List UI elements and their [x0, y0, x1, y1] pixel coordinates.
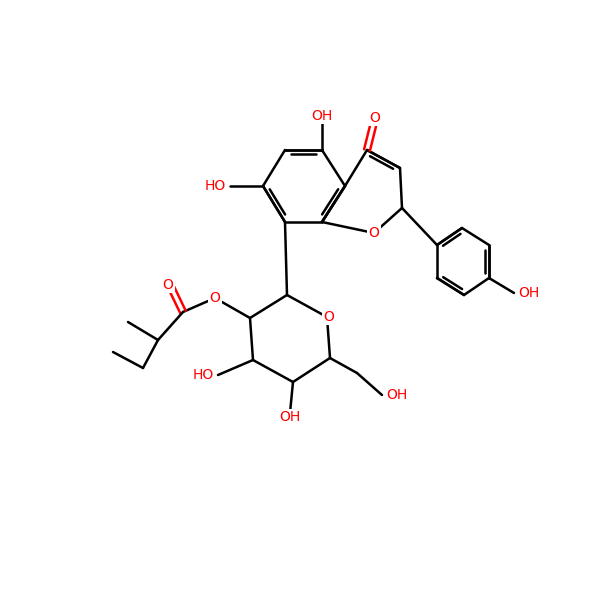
- Text: OH: OH: [280, 410, 301, 424]
- Text: O: O: [368, 226, 379, 240]
- Text: O: O: [370, 111, 380, 125]
- Text: OH: OH: [311, 109, 332, 123]
- Text: HO: HO: [193, 368, 214, 382]
- Text: OH: OH: [386, 388, 407, 402]
- Text: O: O: [163, 278, 173, 292]
- Text: O: O: [323, 310, 334, 324]
- Text: O: O: [209, 291, 220, 305]
- Text: OH: OH: [518, 286, 539, 300]
- Text: HO: HO: [205, 179, 226, 193]
